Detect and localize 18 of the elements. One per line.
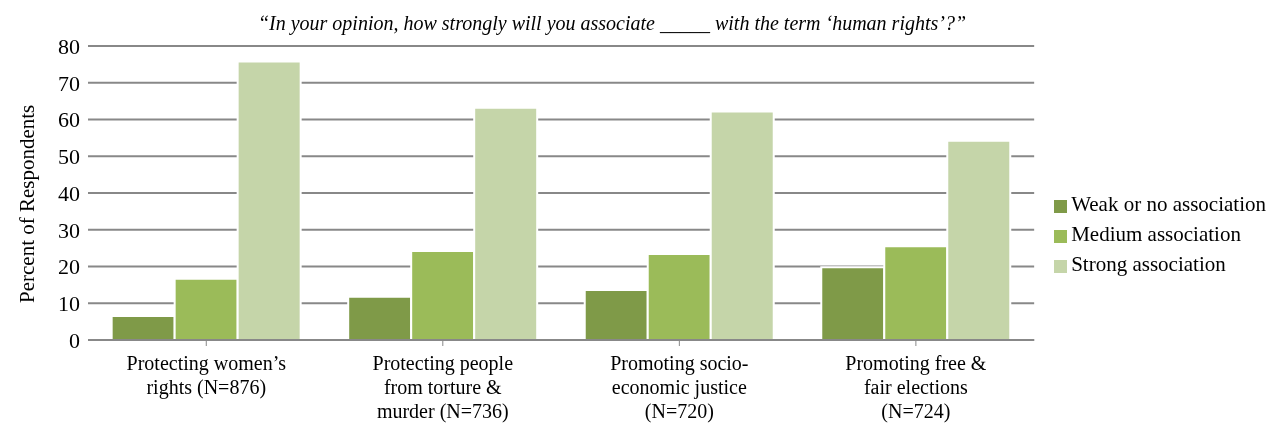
y-tick-label: 60 <box>58 107 80 133</box>
y-tick-label: 70 <box>58 70 80 96</box>
y-tick-label: 50 <box>58 144 80 170</box>
legend-label: Medium association <box>1071 222 1241 246</box>
chart-title: “In your opinion, how strongly will you associate _____ with the term ‘human rights’?” <box>257 12 967 34</box>
y-tick-label: 40 <box>58 180 80 206</box>
y-tick-label: 20 <box>58 254 80 280</box>
x-tick-label: Promoting socio-economic justice (N=720) <box>610 352 749 423</box>
x-tick-label: Promoting free & fair elections (N=724) <box>845 352 987 423</box>
legend-label: Strong association <box>1071 252 1226 276</box>
x-tick-label: Protecting people from torture & murder (N=736) <box>372 352 514 423</box>
y-axis-title: Percent of Respondents <box>15 104 40 303</box>
y-tick-label: 30 <box>58 217 80 243</box>
legend-label: Weak or no association <box>1071 192 1266 216</box>
x-tick-label: Protecting women’s rights (N=876) <box>126 352 287 399</box>
y-tick-label: 80 <box>58 33 80 59</box>
y-tick-label: 10 <box>58 291 80 317</box>
y-tick-label: 0 <box>69 327 80 353</box>
